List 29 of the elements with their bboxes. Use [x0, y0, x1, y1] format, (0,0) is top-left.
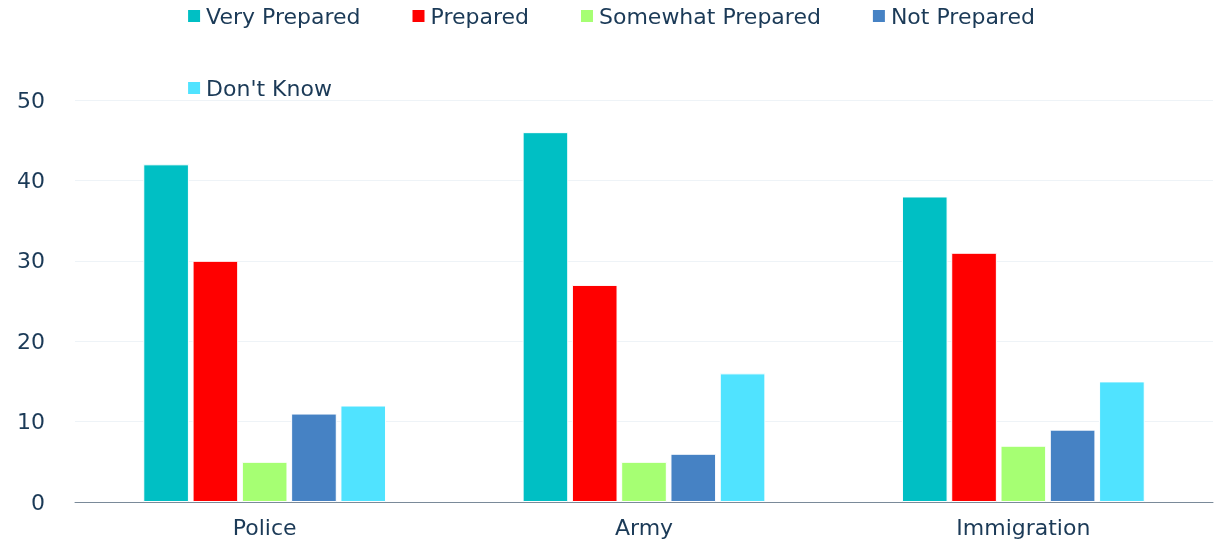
legend-label: Not Prepared	[890, 3, 1035, 29]
legend-label: Somewhat Prepared	[598, 3, 821, 29]
y-tick-label: 10	[17, 409, 45, 435]
y-tick-label: 20	[17, 328, 45, 354]
legend-label: Don't Know	[206, 75, 332, 101]
bar	[719, 373, 766, 502]
bar	[670, 453, 717, 502]
bar	[571, 284, 618, 502]
bar	[241, 461, 288, 502]
legend-label: Prepared	[430, 3, 529, 29]
x-tick-label: Police	[232, 514, 297, 540]
bar	[340, 405, 387, 502]
bar	[143, 164, 189, 502]
bar	[522, 132, 569, 502]
y-tick-label: 0	[31, 489, 45, 515]
y-tick-label: 40	[17, 167, 45, 193]
bar	[1000, 445, 1047, 502]
bar	[1049, 429, 1096, 502]
bar	[1099, 381, 1145, 502]
bar	[951, 252, 997, 502]
bar	[901, 196, 948, 502]
bar	[621, 461, 667, 502]
y-tick-label: 30	[17, 248, 45, 274]
bar	[192, 260, 239, 502]
x-tick-label: Army	[614, 514, 674, 540]
bar	[291, 413, 337, 502]
x-tick-label: Immigration	[956, 514, 1091, 540]
y-tick-label: 50	[17, 87, 45, 113]
legend-label: Very Prepared	[206, 3, 361, 29]
